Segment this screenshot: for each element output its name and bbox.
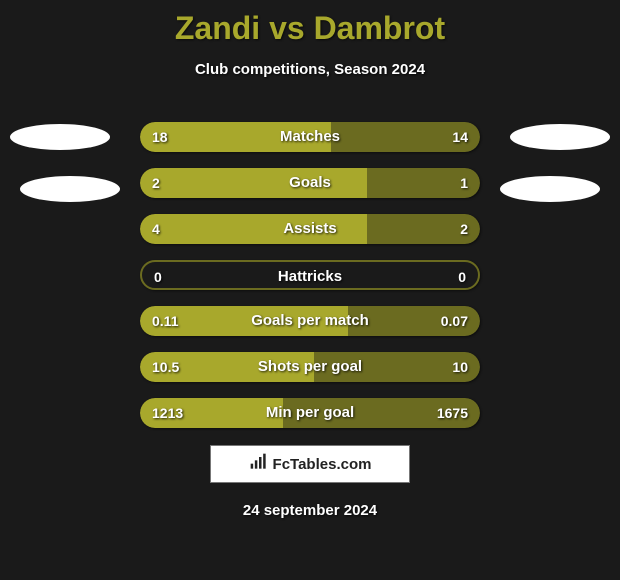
stat-row: 1814Matches (140, 122, 480, 152)
page-title: Zandi vs Dambrot (0, 0, 620, 47)
date: 24 september 2024 (0, 502, 620, 519)
stat-row: 42Assists (140, 214, 480, 244)
stat-row: 12131675Min per goal (140, 398, 480, 428)
player-left-avatar-1 (10, 124, 110, 150)
player-right-avatar-2 (500, 176, 600, 202)
stat-label: Matches (140, 122, 480, 152)
stat-label: Goals per match (140, 306, 480, 336)
stat-row: 0.110.07Goals per match (140, 306, 480, 336)
stat-label: Shots per goal (140, 352, 480, 382)
player-left-avatar-2 (20, 176, 120, 202)
stat-row: 00Hattricks (140, 260, 480, 290)
stat-row: 21Goals (140, 168, 480, 198)
brand-badge: FcTables.com (210, 445, 410, 483)
comparison-bars: 1814Matches 21Goals 42Assists 00Hattricks 0.… (140, 122, 480, 444)
stat-label: Assists (140, 214, 480, 244)
bars-icon (249, 452, 269, 477)
subtitle: Club competitions, Season 2024 (0, 61, 620, 78)
brand-text: FcTables.com (273, 456, 372, 473)
stat-label: Min per goal (140, 398, 480, 428)
player-right-avatar-1 (510, 124, 610, 150)
stat-row: 10.510Shots per goal (140, 352, 480, 382)
stat-label: Hattricks (142, 262, 478, 290)
stat-label: Goals (140, 168, 480, 198)
